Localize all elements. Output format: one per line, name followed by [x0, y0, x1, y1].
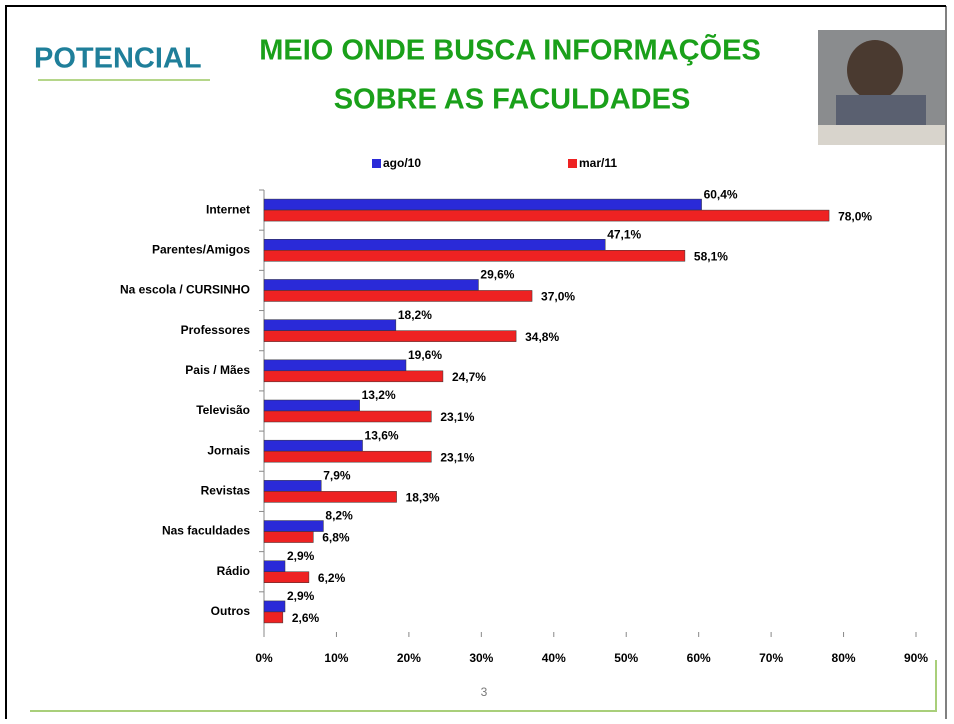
bar: [264, 400, 360, 411]
y-tick-label: Na escola / CURSINHO: [120, 283, 250, 297]
data-label: 6,8%: [322, 531, 350, 545]
x-tick-label: 10%: [324, 651, 348, 665]
bar: [264, 601, 285, 612]
data-label: 18,3%: [406, 491, 440, 505]
y-tick-label: Televisão: [196, 403, 250, 417]
logo: POTENCIAL: [34, 43, 202, 75]
y-tick-label: Professores: [181, 323, 251, 337]
x-tick-label: 40%: [542, 651, 566, 665]
data-label: 23,1%: [440, 450, 474, 464]
data-label: 60,4%: [704, 187, 738, 201]
x-tick-label: 60%: [687, 651, 711, 665]
bar: [264, 239, 605, 250]
y-tick-label: Rádio: [217, 564, 250, 578]
bar: [264, 331, 516, 342]
bar: [264, 612, 283, 623]
bar: [264, 290, 532, 301]
bar: [264, 561, 285, 572]
x-tick-label: 30%: [469, 651, 493, 665]
bar: [264, 440, 363, 451]
bar: [264, 521, 323, 532]
y-tick-label: Revistas: [201, 484, 251, 498]
bar: [264, 320, 396, 331]
bar: [264, 480, 321, 491]
bar: [264, 451, 431, 462]
x-tick-label: 70%: [759, 651, 783, 665]
data-label: 58,1%: [694, 249, 728, 263]
data-label: 8,2%: [325, 509, 353, 523]
bar: [264, 371, 443, 382]
chart-title: MEIO ONDE BUSCA INFORMAÇÕES: [259, 33, 761, 67]
data-label: 13,2%: [362, 388, 396, 402]
bar: [264, 250, 685, 261]
y-tick-label: Pais / Mães: [185, 363, 250, 377]
data-label: 29,6%: [480, 268, 514, 282]
y-tick-label: Parentes/Amigos: [152, 242, 250, 256]
chart-title: SOBRE AS FACULDADES: [334, 84, 691, 116]
x-tick-label: 0%: [255, 651, 273, 665]
x-tick-label: 20%: [397, 651, 421, 665]
bar: [264, 199, 702, 210]
data-label: 6,2%: [318, 571, 346, 585]
data-label: 7,9%: [323, 469, 351, 483]
legend-label: mar/11: [579, 156, 617, 170]
data-label: 2,9%: [287, 549, 315, 563]
data-label: 47,1%: [607, 227, 641, 241]
y-tick-label: Jornais: [207, 443, 250, 457]
page-number: 3: [481, 685, 488, 699]
legend-label: ago/10: [383, 156, 421, 170]
y-tick-label: Nas faculdades: [162, 524, 250, 538]
y-tick-label: Outros: [211, 604, 251, 618]
photo: [818, 30, 945, 145]
bar: [264, 210, 829, 221]
x-tick-label: 50%: [614, 651, 638, 665]
bar: [264, 279, 478, 290]
data-label: 2,6%: [292, 611, 320, 625]
bar: [264, 411, 431, 422]
data-label: 23,1%: [440, 410, 474, 424]
bar: [264, 572, 309, 583]
bar: [264, 491, 397, 502]
data-label: 13,6%: [365, 428, 399, 442]
legend-swatch: [372, 159, 381, 168]
data-label: 34,8%: [525, 330, 559, 344]
bar: [264, 532, 313, 543]
data-label: 18,2%: [398, 308, 432, 322]
data-label: 19,6%: [408, 348, 442, 362]
y-tick-label: Internet: [206, 202, 250, 216]
data-label: 37,0%: [541, 290, 575, 304]
slide: POTENCIAL MEIO ONDE BUSCA INFORMAÇÕES SO…: [0, 0, 954, 719]
legend-swatch: [568, 159, 577, 168]
x-tick-label: 80%: [832, 651, 856, 665]
page: {"logo": "POTENCIAL", "page_number": "3"…: [0, 0, 954, 719]
data-label: 24,7%: [452, 370, 486, 384]
bar: [264, 360, 406, 371]
data-label: 2,9%: [287, 589, 315, 603]
x-tick-label: 90%: [904, 651, 928, 665]
data-label: 78,0%: [838, 209, 872, 223]
